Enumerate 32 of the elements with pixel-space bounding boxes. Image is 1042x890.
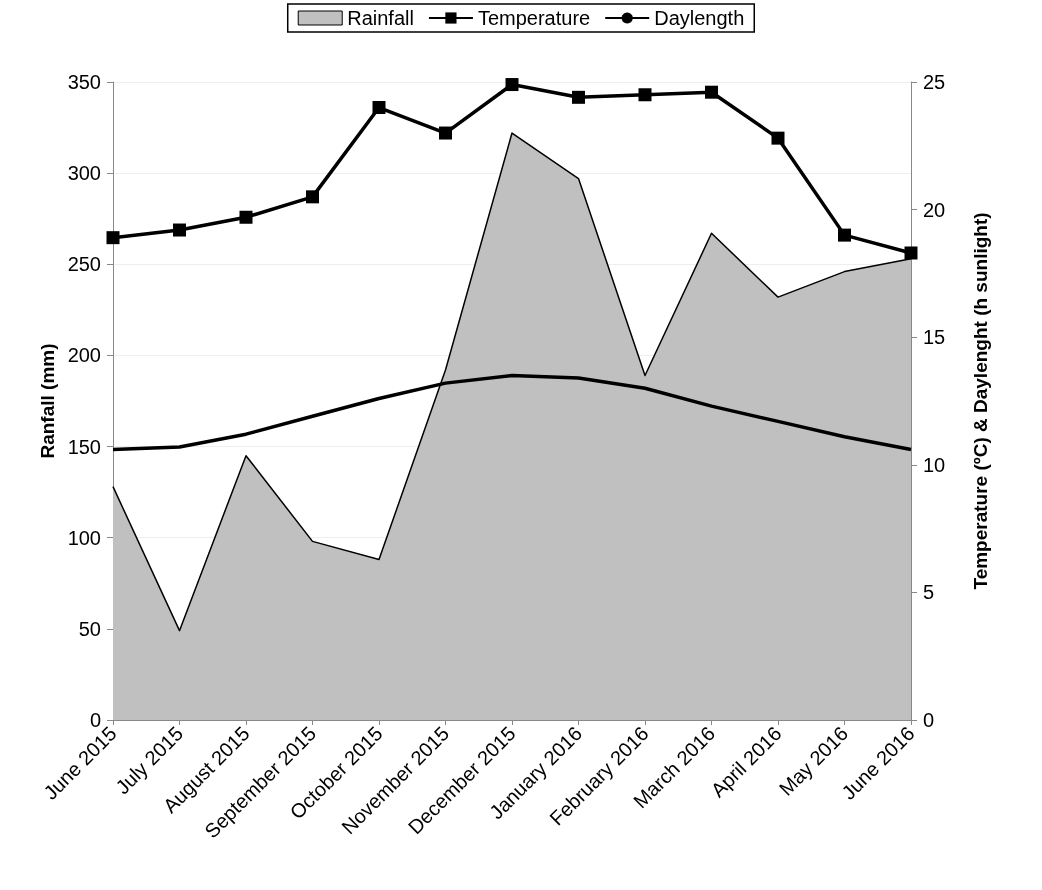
point: [106, 231, 120, 245]
point: [306, 190, 319, 204]
point: [904, 246, 918, 260]
y-tick-label: 150: [67, 435, 101, 458]
point: [572, 90, 585, 104]
legend-label: Daylength: [654, 7, 745, 29]
point: [705, 85, 718, 99]
point: [173, 223, 186, 237]
point: [372, 101, 386, 115]
y-tick-label: 100: [67, 526, 101, 549]
y2-tick-label: 5: [923, 581, 935, 604]
point: [505, 78, 519, 92]
y-tick-label: 0: [89, 709, 101, 731]
y-tick-label: 50: [78, 617, 101, 640]
y-tick-label: 250: [67, 253, 101, 276]
y2-tick-label: 25: [923, 71, 946, 93]
y2-tick-label: 0: [923, 709, 935, 731]
y-axis-title: Ranfall (mm): [36, 343, 58, 459]
point: [638, 88, 652, 102]
point: [239, 210, 253, 224]
point: [771, 131, 785, 145]
y-tick-label: 200: [67, 344, 101, 367]
y-tick-label: 300: [67, 162, 101, 185]
legend-label: Temperature: [477, 7, 591, 29]
y-tick-label: 350: [67, 71, 101, 93]
y2-tick-label: 10: [923, 453, 946, 476]
y2-tick-label: 15: [923, 326, 946, 349]
point: [439, 126, 452, 140]
y2-axis-title: Temperature (ºC) & Daylenght (h sunlight): [970, 212, 991, 590]
legend-label: Rainfall: [347, 7, 414, 29]
point: [838, 228, 851, 242]
y2-tick-label: 20: [923, 198, 946, 221]
